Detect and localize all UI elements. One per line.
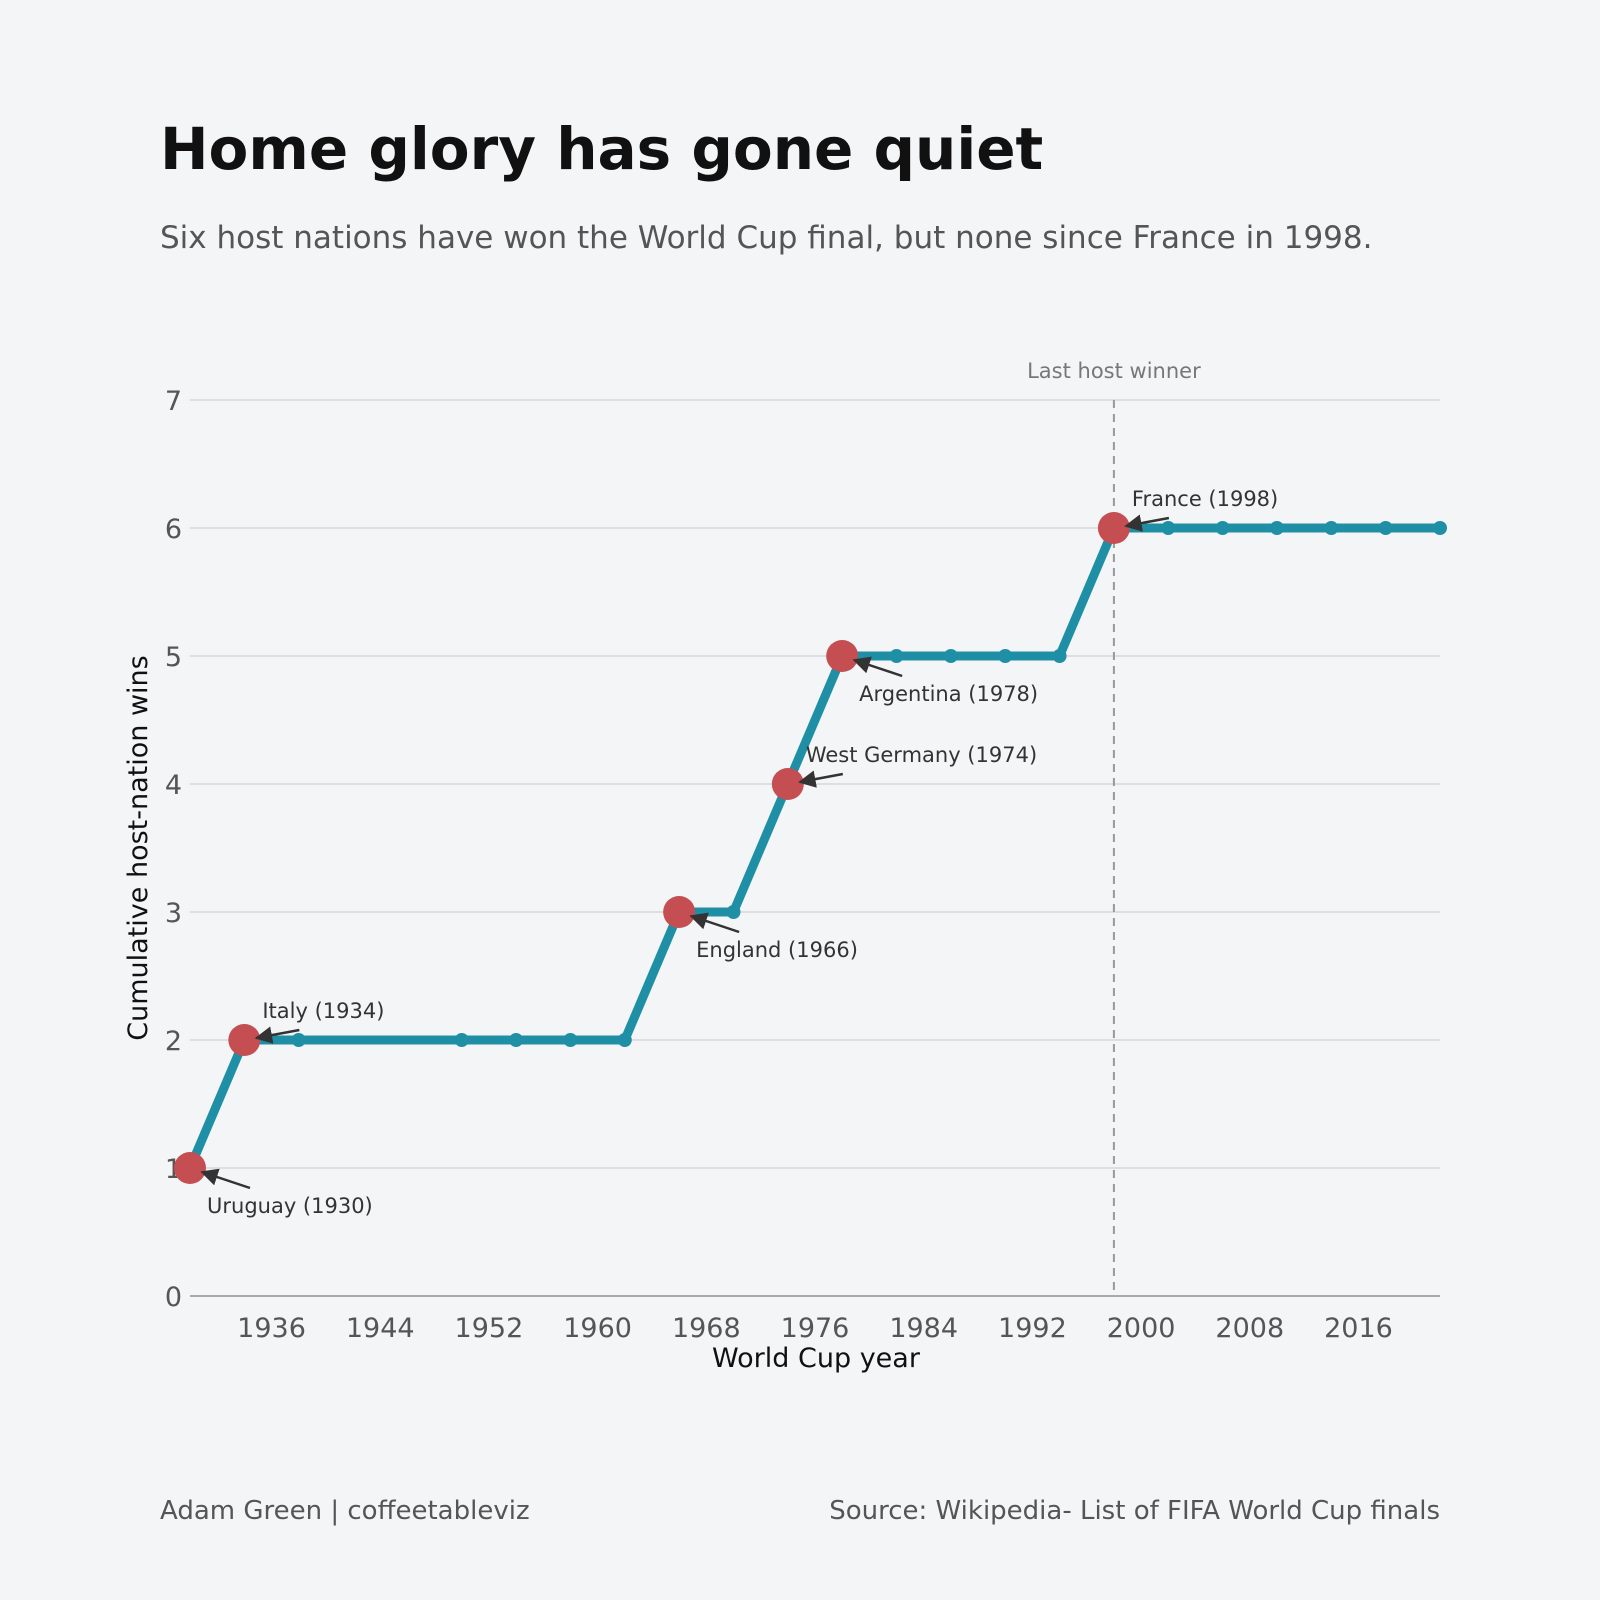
annotation-arrow bbox=[1124, 514, 1170, 532]
data-point bbox=[291, 1033, 306, 1047]
annotation-label: Uruguay (1930) bbox=[207, 1194, 373, 1218]
x-tick-label: 1968 bbox=[672, 1313, 741, 1344]
data-point bbox=[889, 649, 904, 663]
reference-line-group: Last host winner bbox=[1027, 359, 1201, 1296]
data-point bbox=[943, 649, 958, 663]
x-tick-label: 2008 bbox=[1215, 1313, 1284, 1344]
data-point bbox=[998, 649, 1013, 663]
annotation-label: West Germany (1974) bbox=[806, 743, 1037, 767]
data-point bbox=[509, 1033, 524, 1047]
x-tick-label: 1936 bbox=[237, 1313, 306, 1344]
data-point bbox=[726, 905, 741, 919]
y-tick-label: 0 bbox=[165, 1282, 182, 1313]
annotation-arrow bbox=[689, 912, 740, 934]
y-tick-label: 4 bbox=[165, 770, 182, 801]
annotations: Uruguay (1930) Italy (1934) England (1966)… bbox=[174, 487, 1278, 1218]
footer-credit: Adam Green | coffeetableviz bbox=[160, 1496, 530, 1526]
data-point bbox=[1324, 521, 1339, 535]
x-tick-label: 1976 bbox=[781, 1313, 850, 1344]
data-point bbox=[1052, 649, 1067, 663]
chart-subtitle: Six host nations have won the World Cup … bbox=[160, 220, 1373, 256]
data-point bbox=[1378, 521, 1393, 535]
annotation-arrow bbox=[798, 770, 844, 788]
annotation-label: France (1998) bbox=[1132, 487, 1278, 511]
x-tick-labels: 1936 1944 1952 1960 1968 1976 1984 1992 2000 2008… bbox=[237, 1313, 1393, 1344]
grid-lines bbox=[190, 399, 1440, 1169]
y-tick-label: 5 bbox=[165, 642, 182, 673]
y-tick-label: 6 bbox=[165, 514, 182, 545]
data-point bbox=[1433, 521, 1447, 535]
annotation-arrow bbox=[254, 1026, 300, 1044]
data-point bbox=[1161, 521, 1176, 535]
annotation-label: England (1966) bbox=[696, 938, 858, 962]
reference-line-label: Last host winner bbox=[1027, 359, 1201, 383]
highlight-marker bbox=[771, 768, 804, 800]
data-point bbox=[617, 1033, 632, 1047]
x-tick-label: 2016 bbox=[1324, 1313, 1393, 1344]
series-group bbox=[183, 521, 1447, 1175]
annotation-label: Argentina (1978) bbox=[859, 682, 1038, 706]
annotation-label: Italy (1934) bbox=[262, 999, 384, 1023]
annotation-arrow bbox=[852, 656, 903, 678]
highlight-marker bbox=[174, 1152, 206, 1184]
data-point bbox=[454, 1033, 469, 1047]
x-axis-label: World Cup year bbox=[712, 1343, 921, 1374]
data-point bbox=[1269, 521, 1284, 535]
y-axis-label: Cumulative host-nation wins bbox=[123, 655, 154, 1040]
x-tick-label: 1960 bbox=[563, 1313, 632, 1344]
footer-source: Source: Wikipedia- List of FIFA World Cu… bbox=[829, 1496, 1440, 1526]
data-point bbox=[1215, 521, 1230, 535]
x-tick-label: 1952 bbox=[455, 1313, 524, 1344]
highlight-marker bbox=[663, 896, 696, 928]
y-tick-label: 7 bbox=[165, 386, 182, 417]
annotation-arrow bbox=[200, 1168, 251, 1190]
series-line bbox=[185, 523, 1445, 1173]
chart-title: Home glory has gone quiet bbox=[160, 115, 1044, 183]
y-tick-label: 3 bbox=[165, 898, 182, 929]
data-point bbox=[563, 1033, 578, 1047]
highlight-marker bbox=[826, 640, 859, 672]
x-tick-label: 2000 bbox=[1107, 1313, 1176, 1344]
y-tick-label: 2 bbox=[165, 1026, 182, 1057]
x-tick-label: 1984 bbox=[889, 1313, 958, 1344]
x-tick-label: 1944 bbox=[346, 1313, 415, 1344]
highlight-marker bbox=[228, 1024, 261, 1056]
highlight-marker bbox=[1097, 512, 1130, 544]
x-tick-label: 1992 bbox=[998, 1313, 1067, 1344]
